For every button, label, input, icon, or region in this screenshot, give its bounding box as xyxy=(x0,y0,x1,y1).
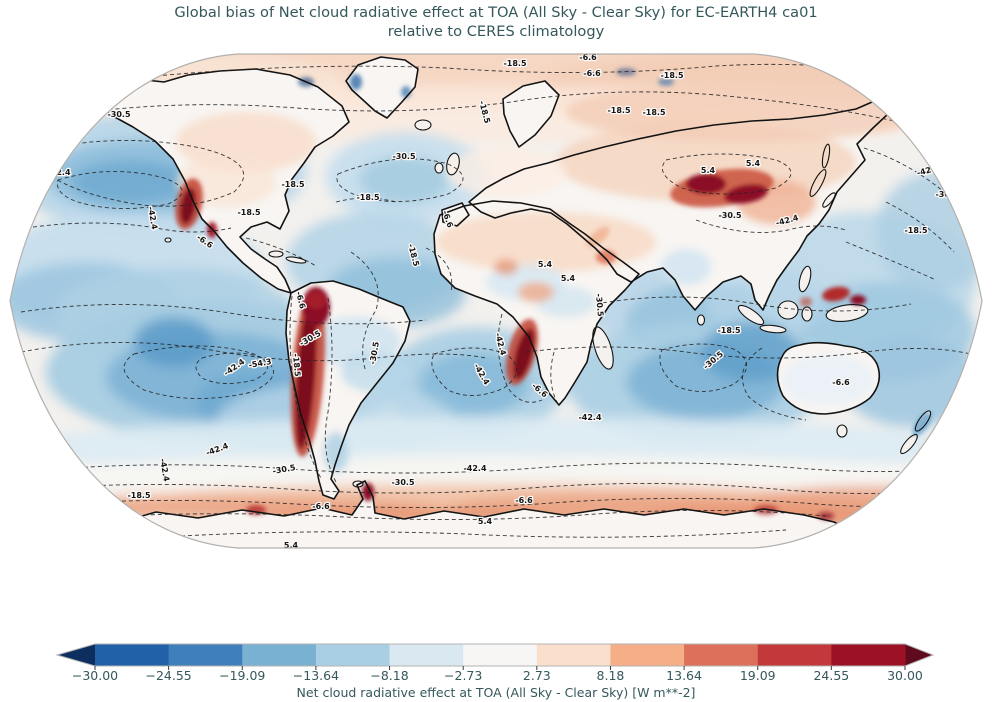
figure-title: Global bias of Net cloud radiative effec… xyxy=(0,3,992,41)
contour-label: -18.5 xyxy=(503,59,526,68)
colorbar-over-arrow xyxy=(905,644,933,666)
colorbar-segment xyxy=(536,644,612,666)
title-line-2: relative to CERES climatology xyxy=(387,23,605,40)
colorbar-axis-label: Net cloud radiative effect at TOA (All S… xyxy=(296,685,696,700)
projection-outline xyxy=(9,53,983,549)
contour-label: 5.4 xyxy=(701,166,716,175)
colorbar-segment xyxy=(315,644,391,666)
contour-label: -30.5 xyxy=(391,478,414,487)
colorbar-segment xyxy=(389,644,464,666)
contour-label: -18.5 xyxy=(237,208,260,217)
colorbar-tick-label: −30.00 xyxy=(71,668,119,683)
contour-label: -42.4 xyxy=(47,168,70,177)
contour-label: -30.5 xyxy=(392,152,415,161)
colorbar-tick-label: −13.64 xyxy=(292,668,340,683)
colorbar-segment xyxy=(610,644,685,666)
map-clip-group: -6.6 -18.5 -18.5 -6.6 -18.5 -18.5 -18.5 -30.5 -3… xyxy=(10,53,982,550)
climatology-contours xyxy=(17,63,975,539)
colorbar-segment xyxy=(242,644,317,666)
contour-label: -30.5 xyxy=(594,293,605,317)
colorbar-segment xyxy=(168,644,243,666)
title-line-1: Global bias of Net cloud radiative effec… xyxy=(174,4,818,21)
colorbar: −30.00 −24.55 −19.09 −13.64 −8.18 −2.73 2.73 8.… xyxy=(0,640,992,702)
colorbar-tick-label: 13.64 xyxy=(666,668,702,683)
contour-label: 5.4 xyxy=(561,274,576,283)
contour-label: -18.5 xyxy=(281,180,304,189)
contour-label: -6.6 xyxy=(832,378,850,387)
contour-label: -18.5 xyxy=(291,353,302,377)
colorbar-segment xyxy=(684,644,759,666)
contour-label: 5.4 xyxy=(478,517,493,526)
contour-label: -18.5 xyxy=(717,326,740,335)
contour-label: -42.4 xyxy=(463,464,486,473)
contour-label: -6.6 xyxy=(583,69,601,78)
world-map: -6.6 -18.5 -18.5 -6.6 -18.5 -18.5 -18.5 -30.5 -3… xyxy=(6,52,986,550)
contour-label: 5.4 xyxy=(538,260,553,269)
colorbar-tick-labels: −30.00 −24.55 −19.09 −13.64 −8.18 −2.73 2.73 8.… xyxy=(0,668,992,684)
contour-label: -18.5 xyxy=(642,108,665,117)
contour-label: -6.6 xyxy=(579,53,597,62)
bias-hotspots xyxy=(175,68,932,520)
contour-label: -30.5 xyxy=(718,211,741,220)
contour-label: 5.4 xyxy=(746,159,761,168)
contour-label: -6.6 xyxy=(515,496,533,505)
contour-label: -18.5 xyxy=(904,226,927,235)
colorbar-tick-label: 8.18 xyxy=(596,668,625,683)
colorbar-tick-label: −19.09 xyxy=(219,668,266,683)
colorbar-segment xyxy=(757,644,832,666)
contour-label: 5.4 xyxy=(284,541,299,550)
colorbar-segment xyxy=(95,644,170,666)
contour-label: -18.5 xyxy=(127,491,150,500)
colorbar-tick-label: 30.00 xyxy=(887,668,923,683)
contour-label: -18.5 xyxy=(356,193,379,202)
contour-label: -42.4 xyxy=(578,413,601,422)
colorbar-tick-label: 2.73 xyxy=(522,668,551,683)
colorbar-under-arrow xyxy=(57,644,95,666)
contour-label: -18.5 xyxy=(607,106,630,115)
colorbar-tick-label: 24.55 xyxy=(813,668,850,683)
colorbar-tick-label: −24.55 xyxy=(145,668,192,683)
colorbar-svg xyxy=(55,643,935,670)
contour-label: -30.5 xyxy=(107,110,130,119)
colorbar-tick-label: 19.09 xyxy=(739,668,776,683)
colorbar-tick-label: −8.18 xyxy=(370,668,409,683)
colorbar-segment xyxy=(463,644,538,666)
contour-label: -6.6 xyxy=(312,502,330,511)
contour-label: -18.5 xyxy=(660,71,683,80)
land-color-patches xyxy=(176,82,926,472)
colorbar-segment xyxy=(831,644,906,666)
colorbar-tick-label: −2.73 xyxy=(444,668,483,683)
map-svg: -6.6 -18.5 -18.5 -6.6 -18.5 -18.5 -18.5 -30.5 -3… xyxy=(9,53,983,550)
